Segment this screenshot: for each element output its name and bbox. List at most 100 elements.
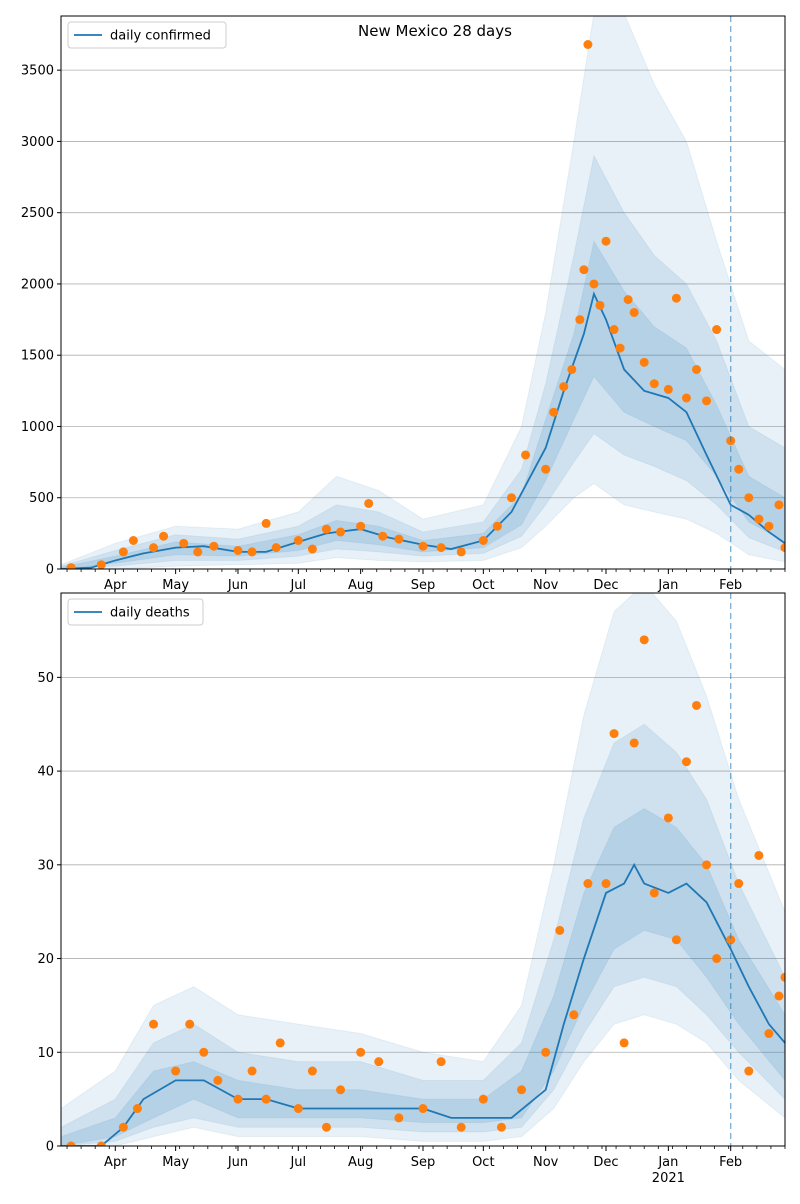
data-point [681,757,691,767]
data-point [356,521,366,531]
y-tick-label: 10 [37,1046,54,1061]
uncertainty-band-inner [61,239,785,569]
x-tick-label: Feb [719,1155,742,1170]
data-point [712,325,722,335]
x-tick-label: Nov [533,578,559,593]
data-point [233,1094,243,1104]
x-tick-label: May [162,1155,189,1170]
x-tick-label: Dec [593,578,618,593]
x-tick-label: Oct [472,1155,494,1170]
data-point [671,293,681,303]
data-point [149,1019,159,1029]
data-point [364,498,374,508]
data-point [496,1122,506,1132]
data-point [609,325,619,335]
data-point [336,1085,346,1095]
data-point [199,1047,209,1057]
y-tick-label: 30 [37,858,54,873]
data-point [356,1047,366,1057]
uncertainty-band-middle [61,723,785,1146]
data-point [321,1122,331,1132]
x-tick-label: Sep [411,1155,436,1170]
data-point [179,538,189,548]
data-point [734,879,744,889]
x-tick-label: Dec [593,1155,618,1170]
data-point [754,514,764,524]
data-point [764,521,774,531]
data-point [575,315,585,325]
data-point [478,1094,488,1104]
x-tick-label: Apr [104,1155,127,1170]
uncertainty-band-outer [61,16,785,569]
data-point [549,407,559,417]
plot-area [61,16,785,569]
data-point [615,343,625,353]
x-tick-label: Aug [348,1155,373,1170]
data-point [307,1066,317,1076]
data-point [663,384,673,394]
data-point [583,879,593,889]
uncertainty-band-outer [61,593,785,1146]
data-point [629,738,639,748]
data-point [436,543,446,553]
x-tick-label: Jan [657,578,678,593]
data-point [378,531,388,541]
y-tick-label: 50 [37,671,54,686]
y-tick-label: 3000 [21,135,54,150]
uncertainty-band-middle [61,154,785,569]
data-point [394,1113,404,1123]
data-point [159,531,169,541]
data-point [692,364,702,374]
data-point [436,1057,446,1067]
data-point [96,560,106,569]
data-point [132,1104,142,1114]
data-point [293,535,303,545]
data-point [559,382,569,392]
data-point [374,1057,384,1067]
data-point [247,547,257,557]
data-point [321,524,331,534]
data-point [185,1019,195,1029]
model-line [61,862,785,1146]
data-point [261,518,271,528]
data-point [623,295,633,305]
data-point [692,700,702,710]
data-point [567,364,577,374]
legend-label: daily confirmed [110,29,211,44]
data-point [193,547,203,557]
x-tick-label: Jun [227,1155,248,1170]
data-point [247,1066,257,1076]
data-point [118,547,128,557]
x-tick-label: Aug [348,578,373,593]
data-point [521,450,531,460]
data-point [233,545,243,555]
data-point [506,493,516,503]
data-point [171,1066,181,1076]
data-point [271,543,281,553]
y-tick-label: 20 [37,952,54,967]
data-point [579,265,589,275]
data-point [780,972,785,982]
data-point [639,357,649,367]
data-point [418,541,428,551]
legend-label: daily deaths [110,606,190,621]
data-point [66,1141,76,1146]
data-point [726,935,736,945]
data-point [213,1075,223,1085]
data-point [734,464,744,474]
y-tick-label: 1000 [21,420,54,435]
data-point [712,954,722,964]
data-point [649,888,659,898]
data-point [774,500,784,510]
data-point [541,464,551,474]
data-point [209,541,219,551]
data-point [601,879,611,889]
confirmed-chart-panel: 0 500 1000 1500 2000 2500 3000 3500 Apr May Jun Jul… [21,15,786,593]
data-point [456,1122,466,1132]
data-point [118,1122,128,1132]
chart-title: New Mexico 28 days [358,22,512,40]
data-point [418,1104,428,1114]
data-point [275,1038,285,1048]
x-tick-label: Jan [657,1155,678,1170]
data-point [663,813,673,823]
